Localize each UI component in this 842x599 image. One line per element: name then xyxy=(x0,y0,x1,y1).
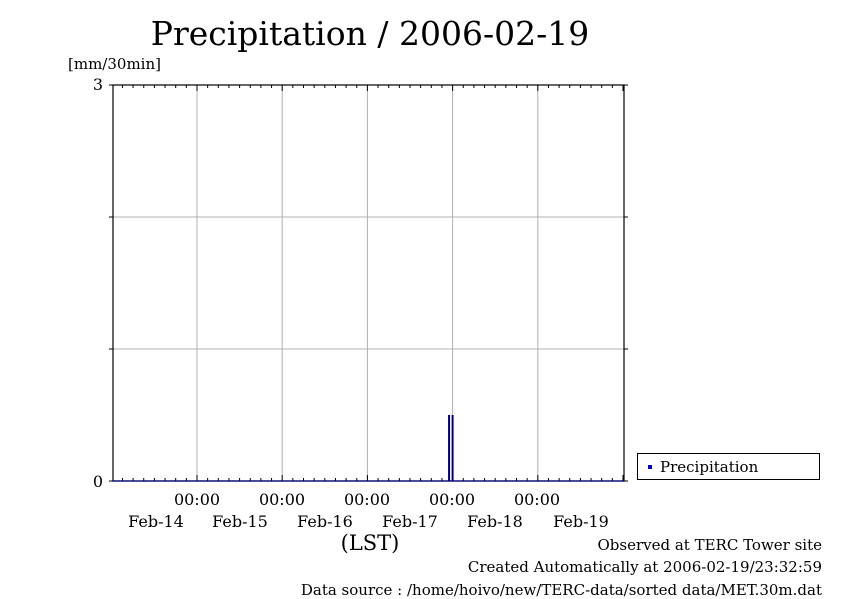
footer-created: Created Automatically at 2006-02-19/23:3… xyxy=(467,558,822,576)
x-tick-date-5: Feb-18 xyxy=(467,512,523,531)
legend: Precipitation xyxy=(637,453,820,480)
x-axis-label: (LST) xyxy=(340,531,400,555)
chart-title: Precipitation / 2006-02-19 xyxy=(150,14,590,53)
x-tick-date-2: Feb-15 xyxy=(212,512,268,531)
x-tick-time-1: 00:00 xyxy=(173,490,221,509)
footer-observed: Observed at TERC Tower site xyxy=(597,536,822,554)
x-tick-date-4: Feb-17 xyxy=(382,512,438,531)
y-axis-unit-label: [mm/30min] xyxy=(68,55,161,73)
x-tick-time-5: 00:00 xyxy=(513,490,561,509)
x-tick-time-2: 00:00 xyxy=(258,490,306,509)
x-tick-date-3: Feb-16 xyxy=(297,512,353,531)
x-tick-date-1: Feb-14 xyxy=(128,512,184,531)
y-tick-label-max: 3 xyxy=(92,75,103,94)
legend-label: Precipitation xyxy=(660,458,759,476)
footer-source: Data source : /home/hoivo/new/TERC-data/… xyxy=(300,581,822,599)
x-tick-time-4: 00:00 xyxy=(428,490,476,509)
plot-frame xyxy=(112,84,625,482)
x-tick-date-6: Feb-19 xyxy=(553,512,609,531)
x-tick-time-3: 00:00 xyxy=(343,490,391,509)
y-tick-label-min: 0 xyxy=(92,472,103,491)
legend-swatch xyxy=(648,465,652,469)
